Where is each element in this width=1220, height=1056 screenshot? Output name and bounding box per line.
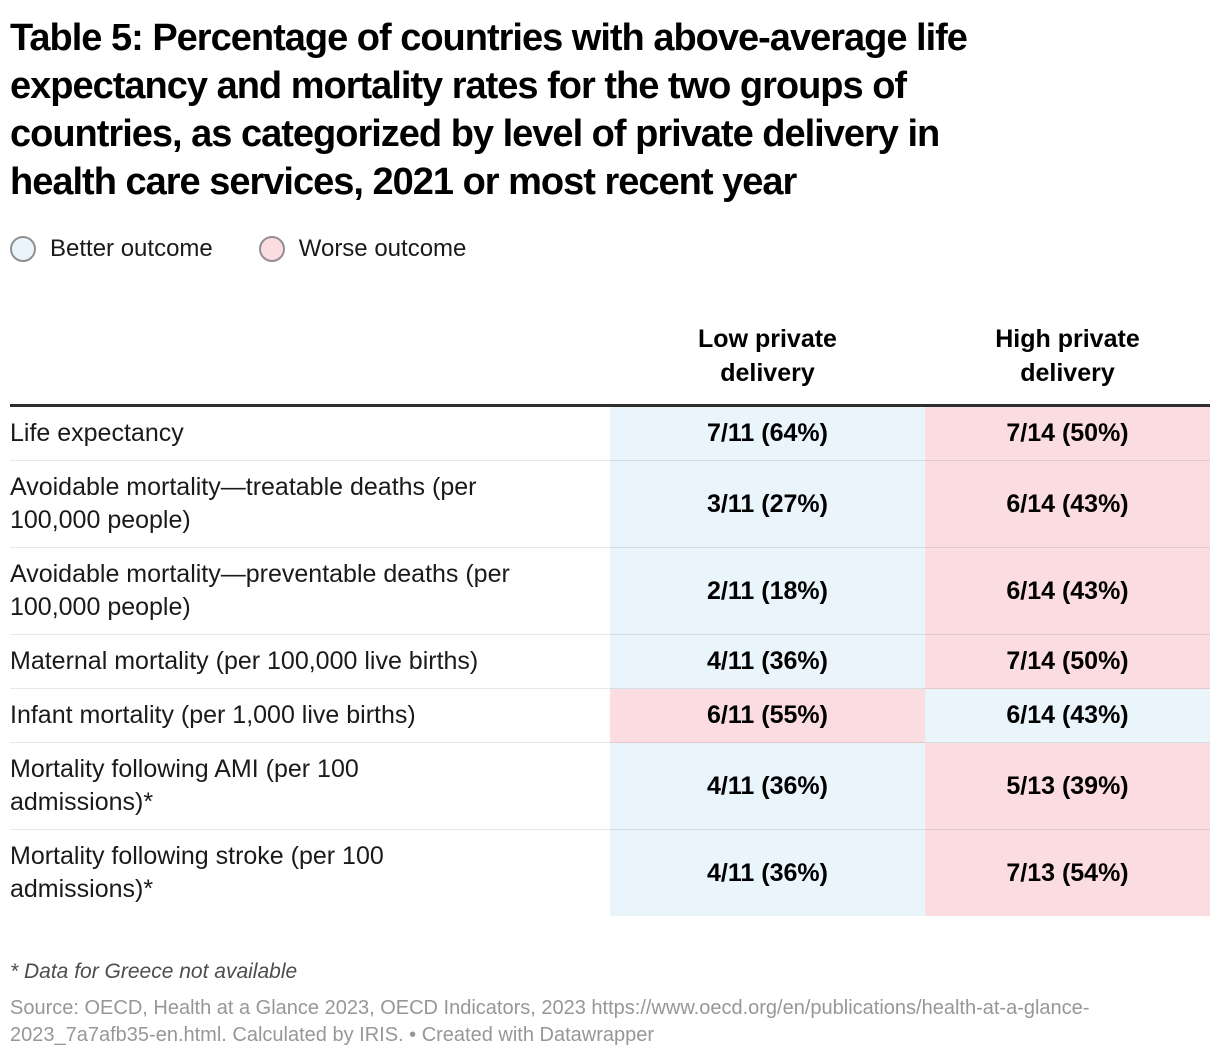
cell-low-private: 6/11 (55%) bbox=[610, 688, 925, 743]
legend: Better outcome Worse outcome bbox=[10, 234, 1210, 264]
table-row: Mortality following AMI (per 100 admissi… bbox=[10, 742, 1210, 830]
column-header-low-private: Low private delivery bbox=[610, 322, 925, 407]
row-label: Maternal mortality (per 100,000 live bir… bbox=[10, 634, 610, 689]
row-label: Infant mortality (per 1,000 live births) bbox=[10, 688, 610, 743]
source-line: Source: OECD, Health at a Glance 2023, O… bbox=[10, 997, 1090, 1046]
column-header-empty bbox=[10, 322, 610, 407]
table-row: Maternal mortality (per 100,000 live bir… bbox=[10, 634, 1210, 689]
cell-high-private: 5/13 (39%) bbox=[925, 742, 1210, 830]
table-row: Infant mortality (per 1,000 live births)… bbox=[10, 688, 1210, 743]
column-header-high-private: High private delivery bbox=[925, 322, 1210, 407]
cell-high-private: 7/14 (50%) bbox=[925, 634, 1210, 689]
table-row: Avoidable mortality—treatable deaths (pe… bbox=[10, 460, 1210, 548]
outcomes-table: Low private delivery High private delive… bbox=[10, 322, 1210, 916]
legend-label: Better outcome bbox=[50, 235, 213, 262]
table-row: Mortality following stroke (per 100 admi… bbox=[10, 829, 1210, 916]
row-label: Avoidable mortality—treatable deaths (pe… bbox=[10, 460, 610, 548]
cell-low-private: 4/11 (36%) bbox=[610, 742, 925, 830]
cell-high-private: 7/14 (50%) bbox=[925, 405, 1210, 461]
cell-high-private: 7/13 (54%) bbox=[925, 829, 1210, 916]
row-label: Avoidable mortality—preventable deaths (… bbox=[10, 547, 610, 635]
legend-item-better: Better outcome bbox=[10, 235, 213, 263]
legend-label: Worse outcome bbox=[298, 235, 467, 262]
cell-high-private: 6/14 (43%) bbox=[925, 460, 1210, 548]
cell-low-private: 4/11 (36%) bbox=[610, 634, 925, 689]
footnote: * Data for Greece not available bbox=[10, 960, 298, 983]
cell-low-private: 4/11 (36%) bbox=[610, 829, 925, 916]
cell-low-private: 2/11 (18%) bbox=[610, 547, 925, 635]
cell-high-private: 6/14 (43%) bbox=[925, 547, 1210, 635]
better-outcome-swatch bbox=[10, 236, 36, 262]
worse-outcome-swatch bbox=[258, 236, 285, 262]
row-label: Mortality following AMI (per 100 admissi… bbox=[10, 742, 610, 830]
table-row: Avoidable mortality—preventable deaths (… bbox=[10, 547, 1210, 635]
row-label: Life expectancy bbox=[10, 405, 610, 461]
page-title: Table 5: Percentage of countries with ab… bbox=[10, 17, 968, 203]
table-row: Life expectancy 7/11 (64%) 7/14 (50%) bbox=[10, 405, 1210, 461]
row-label: Mortality following stroke (per 100 admi… bbox=[10, 842, 384, 903]
legend-item-worse: Worse outcome bbox=[258, 235, 467, 263]
header-row: Low private delivery High private delive… bbox=[10, 322, 1210, 407]
cell-low-private: 3/11 (27%) bbox=[610, 460, 925, 548]
cell-high-private: 6/14 (43%) bbox=[925, 688, 1210, 743]
cell-low-private: 7/11 (64%) bbox=[610, 405, 925, 461]
